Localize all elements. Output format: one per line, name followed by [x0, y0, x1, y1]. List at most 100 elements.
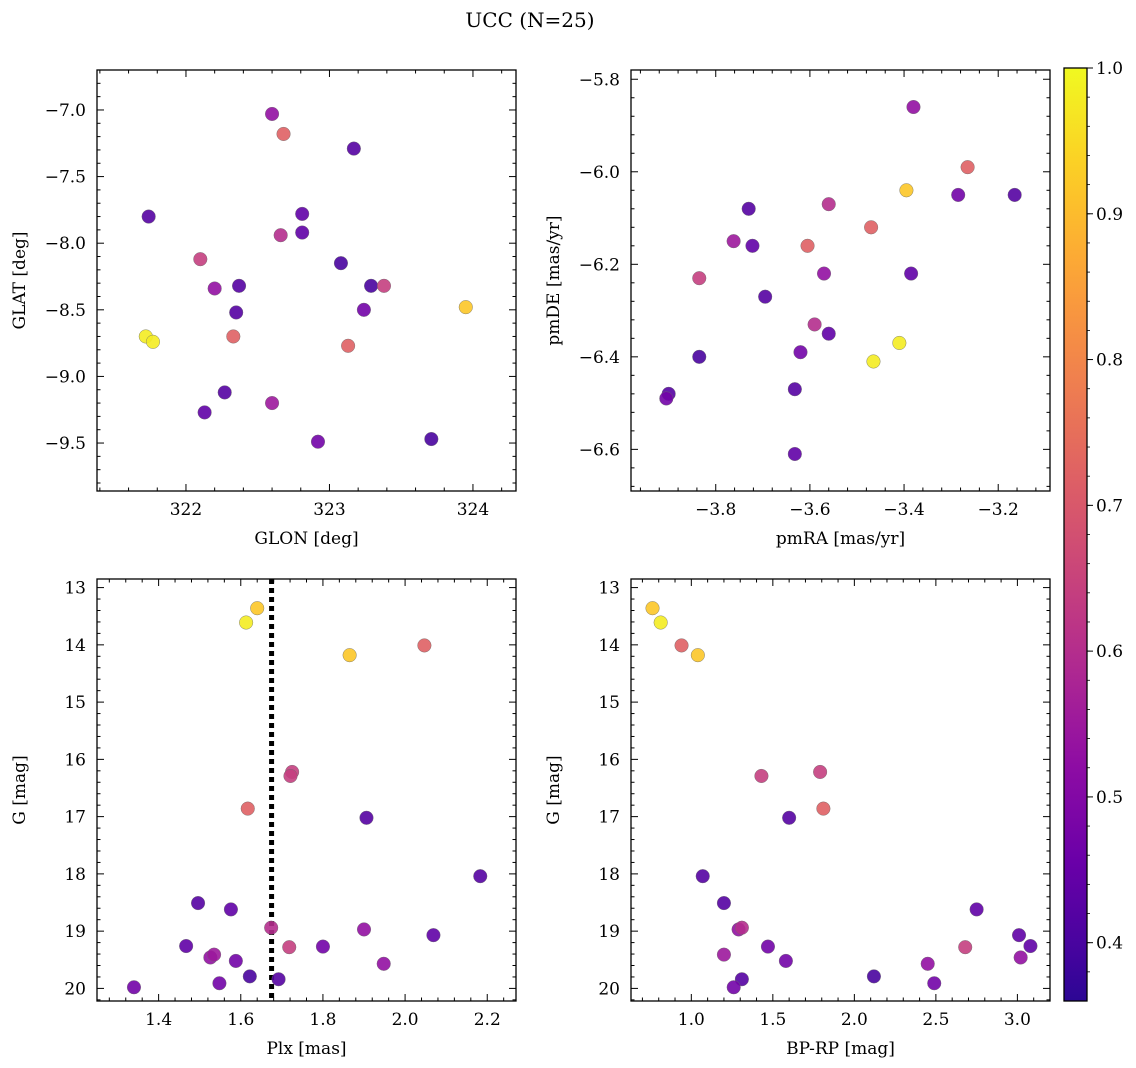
y-tick-label: 18 — [598, 865, 620, 885]
x-tick-label: −3.2 — [978, 500, 1019, 520]
x-axis-label: GLON [deg] — [254, 529, 358, 549]
data-point — [645, 601, 660, 616]
data-point — [674, 638, 689, 653]
data-point — [695, 869, 710, 884]
data-point — [315, 939, 330, 954]
y-axis-label: G [mag] — [10, 755, 30, 824]
y-tick-label: 16 — [598, 750, 620, 770]
data-point — [1007, 187, 1022, 202]
tick-marks — [97, 579, 516, 1001]
data-point — [807, 317, 822, 332]
x-tick-label: 2.2 — [474, 1010, 501, 1030]
data-point — [276, 126, 291, 141]
data-point — [223, 902, 238, 917]
data-point — [899, 183, 914, 198]
data-point — [282, 940, 297, 955]
data-point — [793, 345, 808, 360]
data-point — [892, 335, 907, 350]
y-tick-label: 19 — [598, 922, 620, 942]
colorbar-tick-label: 0.4 — [1096, 934, 1123, 954]
data-point — [250, 601, 265, 616]
data-point — [821, 326, 836, 341]
data-point — [927, 976, 942, 991]
y-tick-label: −6.0 — [579, 163, 620, 183]
colorbar-tick-label: 0.5 — [1096, 788, 1123, 808]
data-point — [692, 349, 707, 364]
data-point — [376, 956, 391, 971]
plot-frame — [96, 578, 517, 1002]
data-point — [126, 980, 141, 995]
y-tick-label: −6.4 — [579, 348, 620, 368]
x-tick-label: −3.6 — [789, 500, 830, 520]
y-tick-label: −6.6 — [579, 440, 620, 460]
data-point — [193, 252, 208, 267]
data-point — [264, 920, 279, 935]
data-point — [145, 334, 160, 349]
tick-marks — [631, 70, 1050, 491]
y-axis-label: GLAT [deg] — [10, 231, 30, 329]
y-axis-label: G [mag] — [544, 755, 564, 824]
data-point — [207, 947, 222, 962]
tick-marks — [97, 69, 516, 491]
data-point — [207, 281, 222, 296]
y-tick-label: −8.0 — [45, 234, 86, 254]
plot-frame — [96, 69, 517, 492]
x-tick-label: −3.8 — [695, 500, 736, 520]
data-point — [816, 801, 831, 816]
data-point — [813, 764, 828, 779]
data-point — [226, 329, 241, 344]
data-point — [356, 302, 371, 317]
data-point — [690, 648, 705, 663]
y-tick-label: 18 — [64, 865, 86, 885]
data-point — [426, 928, 441, 943]
panel-glon_glat: 322 323 324 −7.0 −7.5 −8.0 −8.5 −9.0 −9.5 GLON [d… — [10, 69, 517, 549]
data-point — [864, 220, 879, 235]
x-tick-label: 2.0 — [392, 1010, 419, 1030]
data-point — [1012, 928, 1027, 943]
panel-plx_g: 1.4 1.6 1.8 2.0 2.2 13 14 15 16 17 18 19 20 Plx [mas]… — [10, 578, 517, 1059]
data-point — [716, 947, 731, 962]
data-point — [866, 354, 881, 369]
panel-pmra_pmde: −3.8 −3.6 −3.4 −3.2 −5.8 −6.0 −6.2 −6.4 −6.6 pmRA… — [544, 69, 1051, 549]
y-tick-label: 16 — [64, 750, 86, 770]
data-point — [920, 956, 935, 971]
data-point — [758, 289, 773, 304]
x-tick-label: 324 — [457, 500, 489, 520]
y-tick-label: −6.2 — [579, 255, 620, 275]
x-tick-label: 1.0 — [678, 1010, 705, 1030]
plot-frame — [630, 578, 1051, 1002]
x-tick-label: 1.8 — [309, 1010, 336, 1030]
data-point — [271, 972, 286, 987]
colorbar-tick-label: 1.0 — [1096, 59, 1123, 79]
colorbar-tick-label: 0.8 — [1096, 351, 1123, 371]
data-point — [424, 432, 439, 447]
y-tick-label: −7.5 — [45, 168, 86, 188]
data-point — [458, 300, 473, 315]
y-tick-label: 13 — [598, 579, 620, 599]
y-tick-label: 17 — [598, 808, 620, 828]
y-tick-label: 20 — [598, 979, 620, 999]
data-point — [659, 391, 674, 406]
x-tick-label: 2.5 — [922, 1010, 949, 1030]
x-tick-label: 3.0 — [1004, 1010, 1031, 1030]
data-point — [295, 225, 310, 240]
data-point — [239, 615, 254, 630]
y-tick-label: 14 — [598, 636, 620, 656]
y-tick-label: 15 — [598, 693, 620, 713]
data-point — [283, 768, 298, 783]
data-point — [473, 869, 488, 884]
data-point — [800, 238, 815, 253]
data-point — [951, 187, 966, 202]
data-point — [141, 209, 156, 224]
tick-marks — [631, 579, 1051, 1001]
x-tick-label: 1.4 — [145, 1010, 172, 1030]
y-tick-label: −9.0 — [45, 367, 86, 387]
x-tick-label: 322 — [170, 500, 202, 520]
figure-title: UCC (N=25) — [465, 8, 594, 32]
data-point — [1013, 950, 1028, 965]
panels-layer: 322 323 324 −7.0 −7.5 −8.0 −8.5 −9.0 −9.5 GLON [d… — [10, 69, 1051, 1059]
data-point — [692, 271, 707, 286]
y-tick-label: 14 — [64, 636, 86, 656]
data-point — [958, 940, 973, 955]
